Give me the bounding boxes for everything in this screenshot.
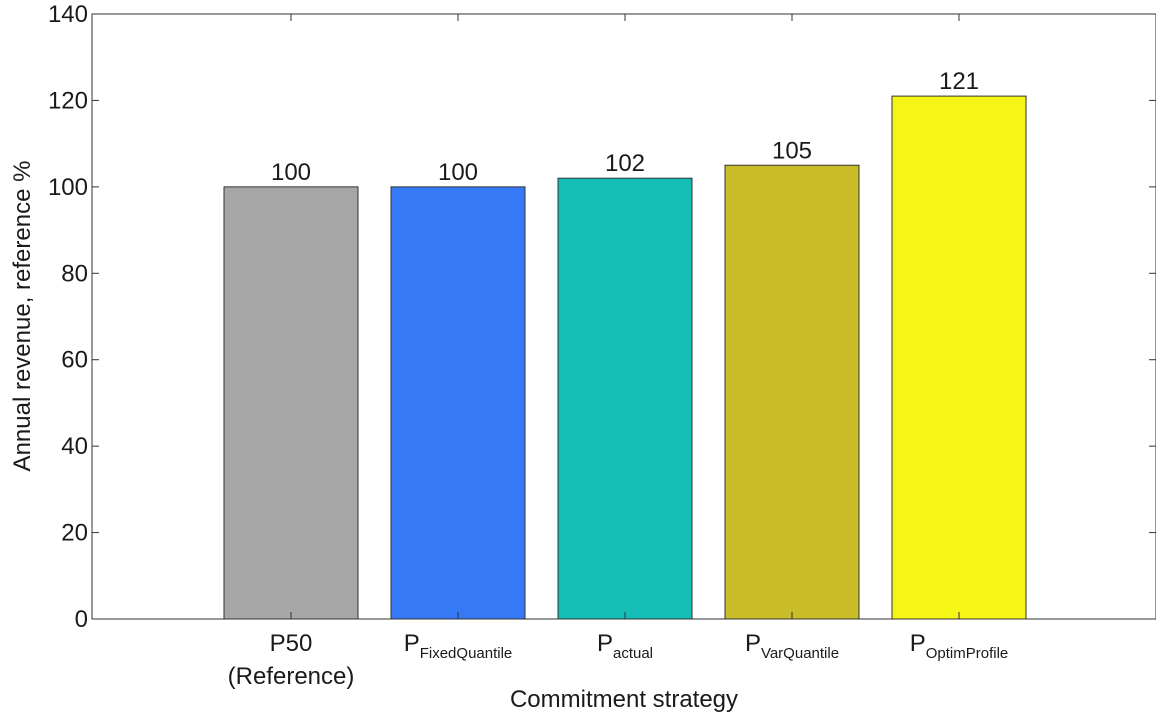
x-category-label: PVarQuantile: [745, 630, 839, 662]
bar: [557, 177, 693, 620]
bar-value-label: 100: [438, 159, 478, 186]
x-category-main: P: [404, 630, 420, 657]
y-tick-label: 140: [48, 1, 88, 28]
x-category-line2: (Reference): [228, 663, 355, 690]
x-axis-categories: P50(Reference)PFixedQuantile Pactual PVarQ…: [228, 14, 1009, 690]
y-tick-label: 40: [61, 433, 88, 460]
y-tick-label: 60: [61, 347, 88, 374]
x-category-label: PFixedQuantile: [404, 630, 513, 662]
bar-value-label: 121: [939, 68, 979, 95]
bar: [223, 186, 359, 620]
x-category-main: P: [910, 630, 926, 657]
bar: [724, 164, 860, 620]
x-category-main: P50: [270, 630, 313, 657]
y-axis-title: Annual revenue, reference %: [9, 161, 36, 472]
x-category-main: P: [745, 630, 761, 657]
bar-value-label: 105: [772, 137, 812, 164]
y-axis-ticks: 0 20 40 60 80 100 120 140: [48, 1, 1156, 633]
x-category-subscript: VarQuantile: [761, 645, 839, 662]
bar-value-label: 102: [605, 150, 645, 177]
x-category-main: P: [597, 630, 613, 657]
bar-value-label: 100: [271, 159, 311, 186]
y-tick-label: 100: [48, 174, 88, 201]
x-category-subscript: FixedQuantile: [420, 645, 513, 662]
bars: 100 100 102 105 121: [223, 68, 1027, 620]
y-tick-label: 80: [61, 260, 88, 287]
y-tick-label: 0: [75, 606, 88, 633]
x-axis-title: Commitment strategy: [510, 686, 738, 713]
x-category-label: Pactual: [597, 630, 653, 662]
y-tick-label: 20: [61, 520, 88, 547]
bar: [390, 186, 526, 620]
x-category-label: P50: [270, 630, 313, 657]
x-category-label: POptimProfile: [910, 630, 1009, 662]
x-category-subscript: OptimProfile: [926, 645, 1009, 662]
y-tick-label: 120: [48, 87, 88, 114]
bar: [891, 95, 1027, 620]
x-category-subscript: actual: [613, 645, 653, 662]
